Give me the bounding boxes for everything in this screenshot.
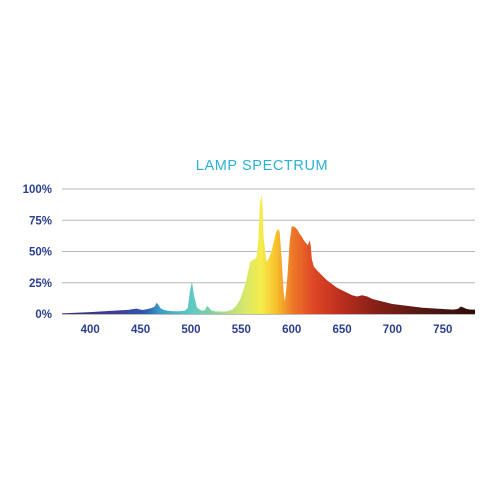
x-tick-label: 700: [383, 324, 402, 336]
x-tick-label: 650: [332, 324, 351, 336]
x-tick-label: 600: [282, 324, 301, 336]
x-tick-label: 400: [81, 324, 100, 336]
x-tick-label: 450: [131, 324, 150, 336]
chart-title: LAMP SPECTRUM: [195, 158, 329, 174]
y-tick-label: 50%: [29, 247, 52, 259]
spectrum-area: [62, 195, 475, 314]
y-tick-label: 25%: [29, 278, 52, 290]
spectrum-area-series: [62, 195, 475, 314]
x-tick-label: 750: [433, 324, 452, 336]
y-tick-label: 100%: [23, 184, 52, 196]
y-tick-label: 0%: [35, 309, 52, 321]
x-axis-tick-labels: 400 450 500 550 600 650 700 750: [81, 324, 453, 336]
x-tick-label: 550: [232, 324, 251, 336]
x-tick-label: 500: [181, 324, 200, 336]
y-tick-label: 75%: [29, 215, 52, 227]
y-axis-tick-labels: 0% 25% 50% 75% 100%: [23, 184, 52, 321]
